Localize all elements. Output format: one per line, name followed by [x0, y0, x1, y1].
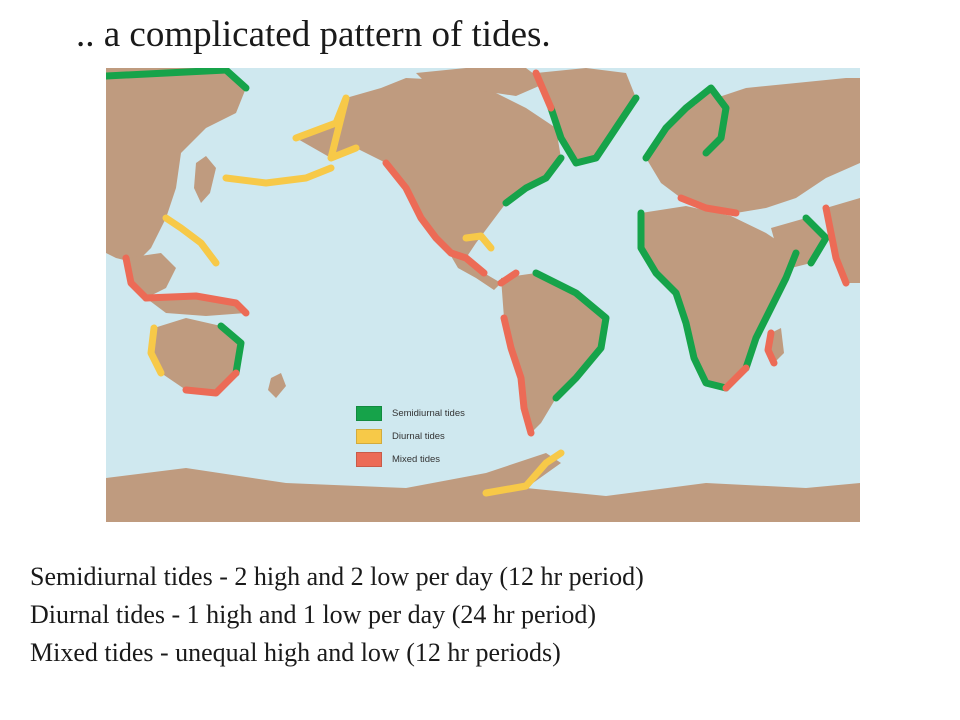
map-legend: Semidiurnal tides Diurnal tides Mixed ti… [356, 402, 465, 471]
legend-item-diurnal: Diurnal tides [356, 425, 465, 448]
mixed-coast-indonesia [142, 292, 250, 317]
arctic-islands [416, 68, 546, 96]
south-america [501, 273, 606, 433]
legend-swatch-diurnal [356, 429, 382, 444]
semidiurnal-coast-arctic [106, 68, 250, 92]
land-masses [106, 68, 860, 522]
semidiurnal-coast-arabia [802, 214, 830, 267]
semidiurnal-coast-na-east [502, 154, 565, 207]
mixed-coast-caribbean [497, 269, 520, 287]
caption-list: Semidiurnal tides - 2 high and 2 low per… [30, 558, 940, 672]
caption-mixed: Mixed tides - unequal high and low (12 h… [30, 638, 561, 667]
mixed-coast-australia [182, 369, 240, 397]
diurnal-coast-asia [162, 214, 220, 267]
semidiurnal-coast-africa-west [637, 209, 730, 392]
mixed-coast-na-west [382, 159, 488, 277]
greenland [536, 68, 636, 163]
mixed-coast-sa-west [500, 314, 535, 437]
mixed-coast-asia-se [122, 254, 150, 302]
caption-diurnal: Diurnal tides - 1 high and 1 low per day… [30, 600, 597, 629]
india-region [826, 198, 860, 283]
world-map-svg [106, 68, 860, 522]
mixed-coast-madagascar [764, 329, 778, 367]
japan [194, 156, 216, 203]
north-america [296, 78, 561, 258]
semidiurnal-coast-sa-east [532, 269, 610, 402]
caption-semidiurnal: Semidiurnal tides - 2 high and 2 low per… [30, 562, 644, 591]
mixed-coast-africa-south [722, 364, 750, 392]
diurnal-coast-australia [147, 324, 165, 377]
asia-left [106, 68, 246, 263]
legend-label-diurnal: Diurnal tides [392, 431, 445, 442]
new-zealand [268, 373, 286, 398]
world-tide-map: Semidiurnal tides Diurnal tides Mixed ti… [106, 68, 860, 522]
diurnal-coast-bering [222, 164, 335, 187]
central-america [451, 256, 501, 290]
africa [641, 206, 796, 388]
diurnal-coast-alaska [292, 94, 360, 162]
mixed-coast-india [822, 204, 850, 287]
semidiurnal-coast-greenland [547, 94, 640, 167]
australia [151, 318, 241, 393]
legend-swatch-semidiurnal [356, 406, 382, 421]
legend-label-mixed: Mixed tides [392, 454, 441, 465]
legend-item-mixed: Mixed tides [356, 448, 465, 471]
diurnal-coast-gulf [462, 232, 495, 252]
legend-item-semidiurnal: Semidiurnal tides [356, 402, 465, 425]
slide-title: .. a complicated pattern of tides. [76, 14, 551, 55]
legend-swatch-mixed [356, 452, 382, 467]
diurnal-coast-antarctic [482, 449, 565, 497]
semidiurnal-coast-africa-east [742, 249, 800, 372]
semidiurnal-coast-north-europe [642, 84, 730, 162]
tide-coastlines [106, 68, 850, 497]
mixed-coast-mediterranean [677, 194, 740, 217]
antarctica [106, 453, 860, 522]
legend-label-semidiurnal: Semidiurnal tides [392, 408, 465, 419]
mixed-coast-greenland [532, 69, 555, 112]
semidiurnal-coast-australia [217, 322, 245, 377]
